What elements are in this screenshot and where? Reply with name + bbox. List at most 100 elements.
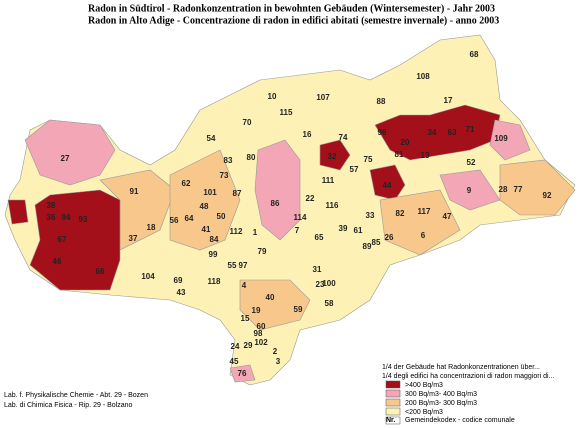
municipality-code: 99 <box>209 250 218 259</box>
municipality-code: 73 <box>220 171 229 180</box>
municipality-code: 45 <box>230 357 239 366</box>
municipality-code: 48 <box>200 202 209 211</box>
municipality-code: 15 <box>241 314 250 323</box>
municipality-code: 22 <box>306 194 315 203</box>
municipality-code: 92 <box>543 191 552 200</box>
municipality-code: 33 <box>366 211 375 220</box>
footer: Lab. f. Physikalische Chemie - Abt. 29 -… <box>4 392 148 399</box>
municipality-code: 96 <box>378 128 387 137</box>
municipality-code: 32 <box>328 152 337 161</box>
municipality-code: 93 <box>79 215 88 224</box>
legend-title: 1/4 degli edifici ha concentrazioni di r… <box>382 373 554 380</box>
municipality-code: 10 <box>268 92 277 101</box>
municipality-code: 75 <box>364 155 373 164</box>
municipality-code: 94 <box>62 213 71 222</box>
zone <box>229 364 256 383</box>
municipality-code: 16 <box>303 130 312 139</box>
municipality-code: 115 <box>280 108 293 117</box>
municipality-code: 107 <box>316 93 330 102</box>
legend-swatch <box>385 407 401 416</box>
zone <box>24 119 116 186</box>
zone <box>7 199 29 225</box>
zone <box>369 164 406 201</box>
municipality-code: 58 <box>325 299 334 308</box>
municipality-code: 83 <box>224 156 233 165</box>
municipality-code: 9 <box>467 186 472 195</box>
municipality-code: 87 <box>233 189 242 198</box>
municipality-code: 112 <box>230 227 243 236</box>
municipality-code: 18 <box>147 223 156 232</box>
title-it: Radon in Alto Adige - Concentrazione di … <box>88 15 499 26</box>
municipality-code: 102 <box>254 338 268 347</box>
municipality-code: 56 <box>170 216 179 225</box>
municipality-code: 4 <box>242 281 247 290</box>
municipality-code: 29 <box>244 341 253 350</box>
municipality-code: 46 <box>53 257 62 266</box>
municipality-code: 20 <box>401 138 410 147</box>
municipality-code: 41 <box>202 225 211 234</box>
municipality-code: 82 <box>396 209 405 218</box>
municipality-code: 39 <box>339 224 348 233</box>
municipality-code: 80 <box>247 153 256 162</box>
municipality-code: 44 <box>383 181 392 190</box>
municipality-code: 116 <box>326 201 339 210</box>
municipality-code: 84 <box>210 235 219 244</box>
municipality-code: 38 <box>47 201 56 210</box>
municipality-code: 3 <box>276 357 281 366</box>
municipality-code: 104 <box>141 272 155 281</box>
code-text: Gemeindekodex - codice comunale <box>405 417 515 424</box>
legend-title: 1/4 der Gebäude hat Radonkonzentrationen… <box>382 364 540 371</box>
municipality-code: 31 <box>313 265 322 274</box>
municipality-code: 2 <box>273 347 278 356</box>
municipality-code: 13 <box>421 151 430 160</box>
municipality-code: 117 <box>418 207 431 216</box>
municipality-code: 91 <box>130 187 139 196</box>
municipality-code: 50 <box>217 212 226 221</box>
footer: Lab. di Chimica Fisica - Rip. 29 - Bolza… <box>4 402 132 409</box>
municipality-code: 76 <box>238 369 247 378</box>
zone <box>499 159 576 216</box>
municipality-code: 7 <box>295 226 300 235</box>
municipality-code: 40 <box>266 293 275 302</box>
zone <box>254 139 301 241</box>
municipality-code: 65 <box>315 233 324 242</box>
municipality-code: 54 <box>207 134 216 143</box>
municipality-code: 98 <box>254 329 263 338</box>
municipality-code: 79 <box>258 247 267 256</box>
municipality-code: 59 <box>294 305 303 314</box>
municipality-code: 27 <box>61 154 70 163</box>
municipality-code: 1 <box>253 228 258 237</box>
municipality-code: 86 <box>271 199 280 208</box>
municipality-code: 71 <box>466 125 475 134</box>
legend-label: 200 Bq/m3- 300 Bq/m3 <box>405 400 477 407</box>
municipality-code: 114 <box>294 213 307 222</box>
zone <box>379 189 461 256</box>
zone <box>319 139 351 171</box>
municipality-code: 62 <box>182 179 191 188</box>
municipality-code: 61 <box>354 226 363 235</box>
municipality-code: 118 <box>208 277 221 286</box>
municipality-code: 89 <box>363 242 372 251</box>
zone <box>29 189 121 291</box>
municipality-code: 26 <box>385 233 394 242</box>
municipality-code: 109 <box>494 134 508 143</box>
municipality-code: 37 <box>129 234 138 243</box>
municipality-code: 17 <box>444 96 453 105</box>
municipality-code: 77 <box>514 185 523 194</box>
municipality-code: 47 <box>443 212 452 221</box>
legend-swatch <box>385 416 401 425</box>
code-key: Nr. <box>386 417 395 424</box>
municipality-code: 69 <box>174 276 183 285</box>
legend-label: >400 Bq/m3 <box>405 382 443 389</box>
municipality-code: 28 <box>499 185 508 194</box>
municipality-code: 70 <box>243 118 252 127</box>
zone <box>439 169 501 211</box>
municipality-code: 111 <box>322 176 335 185</box>
municipality-code: 67 <box>58 235 67 244</box>
municipality-code: 60 <box>257 322 266 331</box>
municipality-code: 108 <box>416 72 430 81</box>
municipality-code: 24 <box>231 342 240 351</box>
municipality-code: 19 <box>252 306 261 315</box>
legend-label: 300 Bq/m3- 400 Bq/m3 <box>405 391 477 398</box>
